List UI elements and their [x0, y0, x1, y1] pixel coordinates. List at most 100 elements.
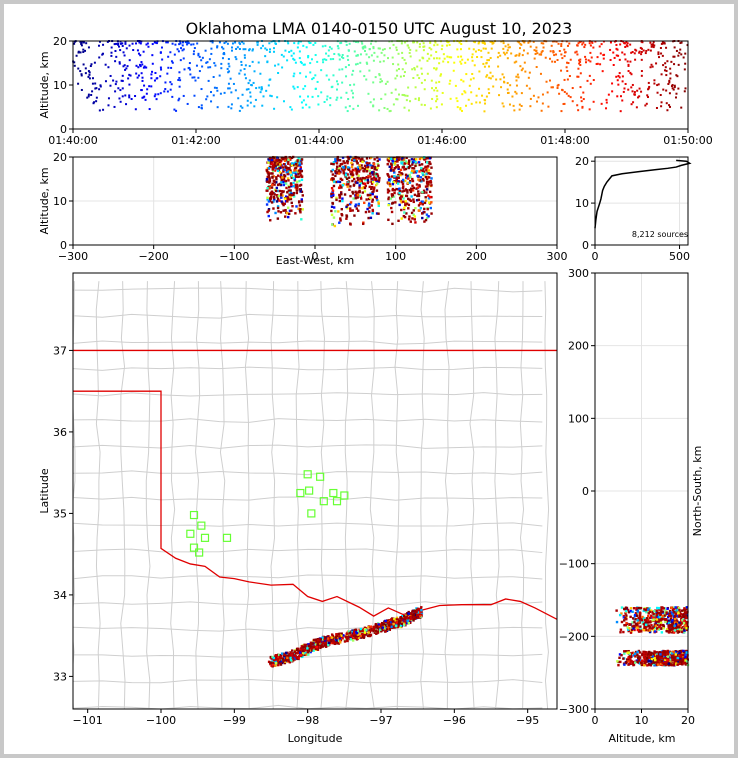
source-point [373, 631, 376, 634]
source-point [412, 170, 415, 173]
source-point [357, 41, 360, 44]
source-point [155, 98, 158, 101]
source-point [321, 58, 324, 61]
source-point [327, 641, 331, 645]
source-point [369, 101, 372, 104]
time-height-x-tick-label: 01:48:00 [540, 134, 589, 147]
source-point [279, 172, 283, 175]
source-point [336, 80, 339, 83]
source-point [166, 41, 169, 44]
source-point [630, 73, 633, 76]
source-point [305, 653, 308, 656]
source-point [650, 656, 653, 660]
source-point [137, 74, 140, 77]
source-point [287, 196, 291, 200]
source-point [299, 171, 302, 175]
source-point [518, 54, 521, 57]
source-point [349, 185, 352, 188]
source-point [631, 625, 634, 628]
source-point [464, 61, 467, 64]
source-point [325, 640, 328, 643]
source-point [330, 205, 334, 209]
source-point [118, 45, 121, 48]
source-point [670, 612, 674, 616]
county-line [73, 313, 543, 319]
source-point [310, 649, 313, 652]
source-point [390, 620, 393, 624]
source-point [641, 620, 645, 624]
source-point [677, 660, 680, 663]
source-point [400, 172, 403, 175]
source-point [377, 179, 381, 182]
source-point [340, 56, 343, 59]
source-point [298, 161, 301, 165]
source-point [384, 621, 388, 624]
source-point [287, 162, 290, 165]
source-point [579, 40, 582, 43]
source-point [363, 164, 367, 168]
source-point [397, 176, 400, 179]
source-point [390, 210, 394, 214]
source-point [533, 49, 536, 52]
source-point [287, 179, 290, 182]
source-point [677, 655, 680, 658]
plan-x-tick-label: −98 [296, 714, 319, 727]
source-point [150, 77, 153, 80]
source-point [629, 60, 632, 63]
source-point [426, 207, 429, 211]
source-point [403, 620, 406, 623]
source-point [631, 83, 634, 86]
source-point [470, 102, 473, 105]
source-point [386, 622, 390, 625]
source-point [526, 52, 529, 55]
source-point [659, 610, 663, 614]
source-point [489, 57, 492, 60]
source-point [390, 157, 393, 160]
source-point [404, 188, 408, 191]
source-point [630, 86, 633, 89]
source-point [287, 160, 290, 163]
source-point [666, 615, 670, 619]
source-point [395, 158, 398, 161]
source-point [294, 183, 297, 187]
source-point [679, 627, 683, 630]
source-point [685, 662, 688, 666]
source-point [436, 89, 439, 92]
source-point [406, 620, 409, 623]
source-point [406, 94, 409, 97]
source-point [275, 181, 278, 184]
plan-x-tick-label: −95 [516, 714, 539, 727]
source-point [276, 174, 280, 177]
source-point [671, 618, 674, 622]
source-point [429, 206, 432, 210]
source-point [407, 610, 410, 614]
source-point [332, 162, 335, 166]
source-point [666, 658, 669, 662]
source-point [522, 49, 525, 52]
source-point [407, 46, 410, 49]
source-point [197, 54, 200, 57]
source-point [329, 58, 332, 61]
source-point [271, 175, 274, 179]
source-point [656, 623, 659, 627]
source-point [631, 90, 634, 93]
source-point [274, 657, 278, 661]
source-point [427, 172, 430, 175]
ew-altitude-ylabel: Altitude, km [38, 167, 51, 234]
source-point [600, 43, 603, 46]
source-point [332, 184, 336, 188]
source-point [667, 631, 671, 634]
source-point [292, 193, 295, 197]
source-point [627, 64, 630, 67]
source-point [331, 173, 335, 176]
source-point [355, 207, 359, 210]
source-point [339, 641, 342, 644]
source-point [435, 86, 438, 89]
source-point [629, 609, 632, 613]
source-point [647, 619, 650, 622]
source-point [227, 62, 230, 65]
source-point [436, 98, 439, 101]
source-point [669, 651, 673, 655]
source-point [307, 95, 310, 98]
source-point [290, 649, 294, 652]
